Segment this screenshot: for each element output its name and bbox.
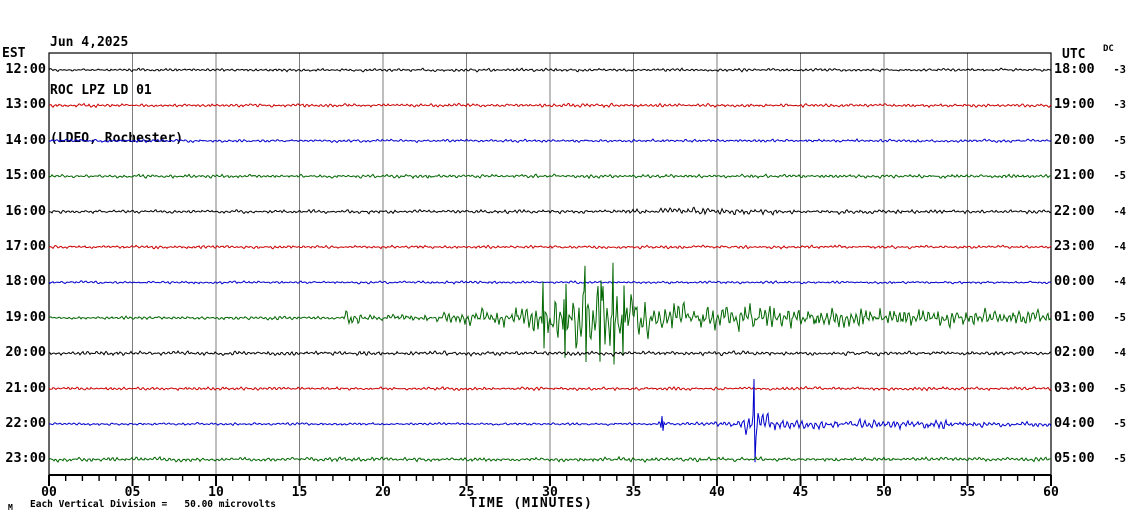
- trace-waveform-1800: [48, 280, 1052, 285]
- x-tick-label: 30: [542, 485, 558, 500]
- utc-time-label: 00:00: [1054, 273, 1095, 290]
- dc-offset-value: -4: [1113, 241, 1126, 253]
- est-time-label: 12:00: [5, 61, 46, 77]
- x-tick-label: 55: [959, 485, 976, 500]
- x-tick-label: 15: [291, 485, 308, 500]
- x-tick-label: 25: [458, 485, 475, 500]
- x-axis-title: TIME (MINUTES): [469, 496, 593, 511]
- dc-offset-value: -5: [1113, 134, 1126, 147]
- x-tick-label: 00: [41, 485, 57, 500]
- trace-waveform-2200: [48, 378, 1052, 463]
- est-time-label: 16:00: [5, 202, 46, 219]
- trace-waveform-1200: [48, 67, 1052, 73]
- x-tick-label: 35: [625, 485, 642, 500]
- utc-time-label: 23:00: [1054, 238, 1095, 254]
- dc-offset-value: -5: [1113, 418, 1126, 430]
- utc-time-label: 02:00: [1054, 344, 1095, 361]
- dc-offset-value: -5: [1113, 453, 1126, 466]
- utc-time-label: 04:00: [1054, 415, 1095, 431]
- x-tick-label: 40: [709, 485, 725, 500]
- trace-waveform-1400: [48, 138, 1052, 144]
- utc-time-label: 03:00: [1054, 379, 1095, 396]
- dc-offset-value: -5: [1113, 311, 1126, 324]
- trace-waveform-1300: [48, 102, 1052, 109]
- dc-offset-value: -3: [1113, 64, 1126, 76]
- utc-time-label: 19:00: [1054, 96, 1095, 113]
- est-time-label: 15:00: [5, 167, 46, 184]
- vertical-scale-note: Each Vertical Division = 50.00 microvolt…: [30, 499, 276, 510]
- dc-offset-value: -4: [1113, 276, 1126, 289]
- trace-waveform-2000: [49, 350, 1052, 357]
- x-tick-label: 10: [208, 485, 224, 500]
- trace-waveform-2100: [48, 385, 1052, 392]
- est-time-label: 23:00: [5, 450, 46, 467]
- est-axis-header: EST: [2, 46, 26, 61]
- utc-time-label: 18:00: [1054, 61, 1095, 77]
- x-tick-label: 20: [375, 485, 391, 500]
- dc-offset-value: -4: [1113, 205, 1126, 218]
- est-time-label: 19:00: [5, 308, 46, 325]
- station-code-label: ROC LPZ LD 01: [50, 83, 152, 98]
- date-label: Jun 4,2025: [50, 35, 129, 50]
- dc-offset-value: -3: [1113, 99, 1126, 112]
- x-tick-label: 45: [792, 485, 809, 500]
- x-tick-label: 60: [1043, 485, 1059, 500]
- dc-column-header: DC: [1103, 44, 1114, 54]
- corner-mark: M: [8, 503, 13, 512]
- est-time-label: 22:00: [5, 415, 46, 431]
- dc-offset-value: -5: [1113, 170, 1126, 183]
- station-location-label: (LDEO, Rochester): [50, 131, 184, 146]
- x-tick-label: 50: [876, 485, 892, 500]
- trace-waveform-1700: [48, 244, 1052, 250]
- dc-offset-value: -5: [1113, 382, 1126, 395]
- utc-time-label: 22:00: [1054, 202, 1095, 219]
- est-time-label: 17:00: [5, 238, 46, 254]
- utc-time-label: 05:00: [1054, 450, 1095, 467]
- est-time-label: 20:00: [5, 344, 46, 361]
- trace-waveform-1600: [48, 206, 1052, 216]
- est-time-label: 14:00: [5, 131, 46, 148]
- x-tick-label: 05: [124, 485, 141, 500]
- trace-waveform-2300: [48, 455, 1052, 463]
- dc-offset-value: -4: [1113, 347, 1126, 360]
- utc-time-label: 21:00: [1054, 167, 1095, 184]
- est-time-label: 13:00: [5, 96, 46, 113]
- est-time-label: 18:00: [5, 273, 46, 290]
- utc-time-label: 20:00: [1054, 131, 1095, 148]
- utc-axis-header: UTC: [1062, 47, 1086, 62]
- plot-header: Jun 4,2025 ROC LPZ LD 01 (LDEO, Rocheste…: [50, 3, 183, 179]
- est-time-label: 21:00: [5, 379, 46, 396]
- trace-waveform-1900: [49, 262, 1052, 365]
- utc-time-label: 01:00: [1054, 308, 1095, 325]
- trace-waveform-1500: [48, 173, 1052, 180]
